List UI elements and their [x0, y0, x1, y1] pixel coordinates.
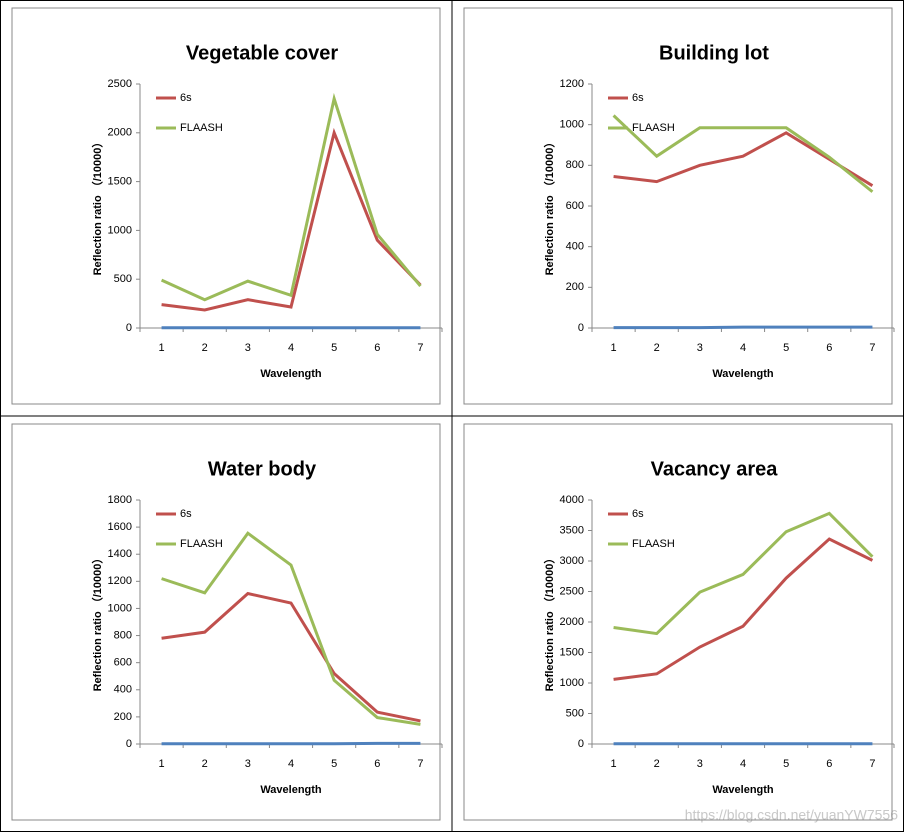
- x-tick-label: 6: [374, 342, 380, 354]
- y-axis-label: Reflection ratio （/10000）: [543, 553, 556, 692]
- x-axis-label: Wavelength: [712, 368, 774, 380]
- series-line: [161, 591, 421, 723]
- y-tick-label: 500: [566, 707, 584, 719]
- x-tick-label: 2: [202, 758, 208, 770]
- chart: Water body 0 200 400 600 800 1000 1200 1400 1600 1…: [11, 423, 443, 821]
- y-tick-label: 0: [578, 738, 584, 750]
- y-tick-label: 1400: [108, 548, 132, 560]
- x-tick-label: 7: [869, 342, 875, 354]
- legend-label: FLAASH: [180, 122, 223, 134]
- y-tick-label: 400: [566, 241, 584, 253]
- y-tick-label: 800: [566, 159, 584, 171]
- legend-label: FLAASH: [180, 538, 223, 550]
- x-tick-label: 1: [159, 342, 165, 354]
- series-line: [613, 511, 874, 636]
- chart-border: [11, 7, 441, 405]
- chart-border: [463, 423, 893, 821]
- y-axis-label: Reflection ratio （/10000）: [91, 553, 104, 692]
- y-tick-label: 2000: [108, 127, 132, 139]
- x-tick-label: 3: [245, 758, 251, 770]
- y-tick-label: 1500: [560, 646, 584, 658]
- x-tick-label: 3: [697, 342, 703, 354]
- y-tick-label: 2500: [560, 585, 584, 597]
- legend-label: 6s: [632, 92, 644, 104]
- y-tick-label: 1000: [560, 677, 584, 689]
- chart: Building lot 0 200 400 600 800 1000 1200 1 2 3 4 5 6 7…: [463, 7, 895, 405]
- x-tick-label: 2: [654, 342, 660, 354]
- y-axis-label: Reflection ratio （/10000）: [91, 137, 104, 276]
- legend-label: 6s: [632, 508, 644, 520]
- y-tick-label: 3000: [560, 555, 584, 567]
- chart-title: Building lot: [659, 42, 769, 64]
- series-line: [613, 537, 874, 681]
- x-axis-label: Wavelength: [712, 784, 774, 796]
- chart-border: [11, 423, 441, 821]
- watermark: https://blog.csdn.net/yuanYW7556: [685, 807, 898, 823]
- x-tick-label: 6: [826, 342, 832, 354]
- x-tick-label: 3: [697, 758, 703, 770]
- series-line: [612, 114, 874, 193]
- x-tick-label: 1: [611, 758, 617, 770]
- y-tick-label: 0: [578, 322, 584, 334]
- y-tick-label: 3500: [560, 524, 584, 536]
- y-tick-label: 1600: [108, 521, 132, 533]
- y-tick-label: 600: [114, 657, 132, 669]
- series-line: [613, 131, 874, 187]
- y-tick-label: 2000: [560, 616, 584, 628]
- y-tick-label: 1200: [560, 78, 584, 90]
- chart: Vacancy area 0 500 1000 1500 2000 2500 3000 3500…: [463, 423, 895, 821]
- y-tick-label: 1500: [108, 176, 132, 188]
- y-tick-label: 1000: [560, 119, 584, 131]
- x-tick-label: 5: [331, 342, 337, 354]
- y-tick-label: 1000: [108, 602, 132, 614]
- y-tick-label: 800: [114, 629, 132, 641]
- y-tick-label: 1800: [108, 494, 132, 506]
- y-tick-label: 1000: [108, 224, 132, 236]
- y-tick-label: 2500: [108, 78, 132, 90]
- legend-label: FLAASH: [632, 122, 675, 134]
- x-tick-label: 4: [288, 758, 294, 770]
- y-tick-label: 4000: [560, 494, 584, 506]
- chart-title: Water body: [208, 458, 317, 480]
- y-tick-label: 400: [114, 684, 132, 696]
- legend-label: 6s: [180, 508, 192, 520]
- x-tick-label: 1: [611, 342, 617, 354]
- x-tick-label: 6: [374, 758, 380, 770]
- x-tick-label: 1: [159, 758, 165, 770]
- x-axis-label: Wavelength: [260, 368, 322, 380]
- y-axis-label: Reflection ratio （/10000）: [543, 137, 556, 276]
- x-tick-label: 6: [826, 758, 832, 770]
- legend-label: FLAASH: [632, 538, 675, 550]
- y-tick-label: 1200: [108, 575, 132, 587]
- series-line: [161, 531, 421, 726]
- y-tick-label: 200: [114, 711, 132, 723]
- x-tick-label: 3: [245, 342, 251, 354]
- chart: Vegetable cover 0 500 1000 1500 2000 2500 1 2 3 4 5…: [11, 7, 443, 405]
- x-tick-label: 4: [288, 342, 294, 354]
- y-tick-label: 200: [566, 281, 584, 293]
- x-tick-label: 2: [654, 758, 660, 770]
- legend-label: 6s: [180, 92, 192, 104]
- y-tick-label: 0: [126, 738, 132, 750]
- x-tick-label: 5: [331, 758, 337, 770]
- x-tick-label: 7: [869, 758, 875, 770]
- x-tick-label: 2: [202, 342, 208, 354]
- series-line: [160, 92, 422, 302]
- chart-title: Vacancy area: [651, 458, 779, 480]
- chart-title: Vegetable cover: [186, 42, 339, 64]
- x-tick-label: 4: [740, 758, 746, 770]
- x-tick-label: 5: [783, 342, 789, 354]
- x-tick-label: 7: [417, 758, 423, 770]
- y-tick-label: 500: [114, 273, 132, 285]
- series-line: [161, 127, 422, 312]
- x-tick-label: 5: [783, 758, 789, 770]
- y-tick-label: 600: [566, 200, 584, 212]
- x-tick-label: 4: [740, 342, 746, 354]
- chart-border: [463, 7, 893, 405]
- y-tick-label: 0: [126, 322, 132, 334]
- x-tick-label: 7: [417, 342, 423, 354]
- x-axis-label: Wavelength: [260, 784, 322, 796]
